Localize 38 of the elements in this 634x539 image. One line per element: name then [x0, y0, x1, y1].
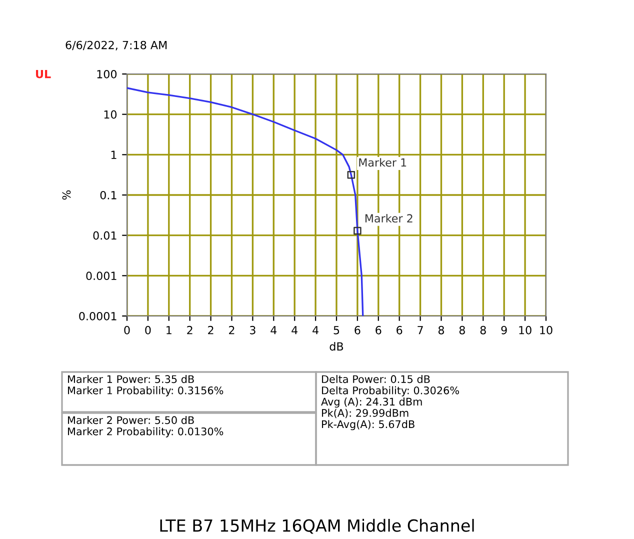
annotation: Marker 2: [365, 214, 412, 223]
x-tick-label: 6: [376, 326, 382, 334]
y-tick-label: 0.001: [86, 272, 116, 280]
x-tick-label: 4: [312, 326, 318, 334]
x-tick-label: 10: [540, 326, 552, 334]
text: Delta Power: 0.15 dB Delta Probability: 0.3026% Avg (A): 24.31 dBm Pk(A): 29.99dBm Pk-Avg(A): 5.67dB: [321, 375, 459, 430]
text: Marker 2 Power: 5.50 dB Marker 2 Probability: 0.0130%: [68, 416, 224, 438]
x-tick-label: 1: [166, 326, 172, 334]
x-tick-label: 6: [396, 326, 402, 334]
x-tick-label: 7: [418, 326, 423, 334]
text: LTE B7 15MHz 16QAM Middle Channel: [160, 518, 474, 534]
x-tick-label: 2: [187, 326, 192, 334]
x-tick-label: 10: [519, 326, 532, 334]
x-tick-label: 2: [208, 326, 214, 334]
y-tick-label: 1: [111, 150, 116, 159]
chart-subtitle: 6/6/2022, 7:18 AM: [66, 40, 167, 50]
y-tick-label: 0.1: [100, 190, 116, 200]
annotation: Marker 1: [359, 158, 406, 167]
text: Marker 1 Power: 5.35 dB Marker 1 Probability: 0.3156%: [68, 375, 224, 396]
x-tick-label: 0: [124, 326, 130, 334]
x-tick-label: 2: [229, 326, 234, 334]
y-tick-label: 0.0001: [79, 312, 116, 320]
x-tick-label: 8: [438, 326, 444, 334]
x-tick-label: 4: [292, 326, 298, 334]
x-tick-label: 3: [250, 326, 256, 334]
x-tick-label: 0: [145, 326, 151, 334]
x-tick-label: 4: [270, 326, 277, 334]
x-tick-label: 9: [501, 326, 507, 334]
x-axis-title: dB: [330, 342, 344, 351]
x-tick-label: 8: [459, 326, 465, 334]
y-tick-label: 100: [97, 70, 117, 78]
x-tick-label: 6: [354, 326, 360, 334]
x-tick-label: 8: [480, 326, 486, 334]
text: UL: [36, 70, 51, 78]
y-axis-title: %: [62, 190, 71, 200]
y-tick-label: 10: [104, 110, 117, 119]
y-tick-label: 0.01: [93, 231, 116, 240]
x-tick-label: 5: [334, 326, 340, 334]
